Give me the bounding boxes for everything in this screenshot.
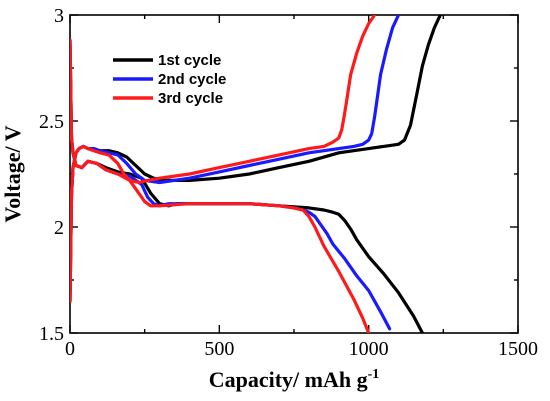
x-axis-title: Capacity/ mAh g-1 (209, 367, 380, 392)
series-layer (70, 15, 442, 333)
y-tick-label: 2 (54, 217, 64, 239)
series-line-3-charge (70, 15, 377, 303)
legend-label: 2nd cycle (158, 71, 226, 88)
axis-ticks: 0 500 1000 1500 1.5 2 2.5 3 (39, 5, 538, 360)
x-tick-label: 1500 (498, 338, 538, 360)
x-axis-title-superscript: -1 (368, 367, 380, 382)
series-line-2-discharge (70, 38, 392, 331)
y-axis-title: Voltage/ V (0, 125, 25, 222)
legend-label: 3rd cycle (158, 90, 223, 107)
x-tick-label: 1000 (349, 338, 389, 360)
legend-label: 1st cycle (158, 52, 221, 69)
x-tick-label: 500 (204, 338, 234, 360)
y-tick-label: 1.5 (39, 323, 64, 345)
series-line-3-discharge (70, 38, 371, 333)
legend: 1st cycle 2nd cycle 3rd cycle (113, 52, 226, 107)
x-tick-label: 0 (65, 338, 75, 360)
series-line-2-charge (70, 15, 401, 303)
y-tick-label: 3 (54, 5, 64, 27)
x-axis-title-text: Capacity/ mAh g (209, 367, 368, 392)
y-tick-label: 2.5 (39, 111, 64, 133)
